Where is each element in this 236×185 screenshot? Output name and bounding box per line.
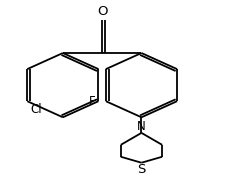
Text: Cl: Cl [30,103,42,116]
Text: O: O [97,5,107,18]
Text: N: N [137,120,146,133]
Text: S: S [137,163,146,176]
Text: F: F [89,95,96,108]
